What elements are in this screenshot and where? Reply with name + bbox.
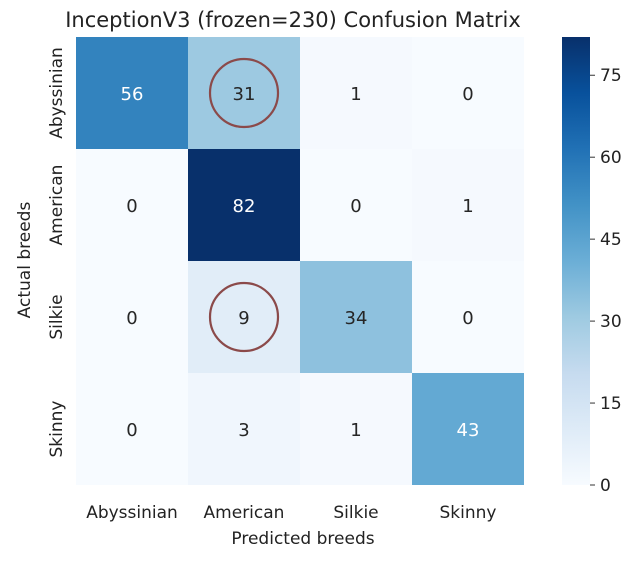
heatmap-cell [188,37,300,149]
cell-value-label: 56 [121,84,144,105]
colorbar-tick-label: 75 [600,66,622,86]
heatmap-cells [76,37,524,485]
heatmap-cell [412,261,524,373]
cell-value-label: 1 [350,420,361,441]
heatmap-cell [188,373,300,485]
cell-value-label: 82 [233,196,256,217]
highlight-circle [208,281,280,353]
x-tick-label: Abyssinian [86,503,178,523]
cell-value-label: 0 [126,196,137,217]
cell-value-label: 0 [126,308,137,329]
heatmap-cell [412,373,524,485]
heatmap-cell [76,149,188,261]
x-tick-label: Silkie [333,503,378,523]
heatmap-cell [188,149,300,261]
cell-value-label: 34 [345,308,368,329]
colorbar-tick-label: 30 [600,312,622,332]
x-tick-label: American [204,503,285,523]
heatmap-cell [412,149,524,261]
heatmap-cell [300,261,412,373]
y-tick-label: Skinny [47,401,67,458]
heatmap-cell [76,37,188,149]
x-axis-label: Predicted breeds [231,529,374,549]
colorbar-tick-label: 60 [600,148,622,168]
cell-value-label: 0 [462,84,473,105]
cell-value-label: 43 [457,420,480,441]
cell-value-label: 3 [238,420,249,441]
y-tick-label: American [47,165,67,246]
y-tick-labels: Abyssinian American Silkie Skinny [47,47,67,457]
cell-value-label: 1 [350,84,361,105]
x-tick-labels: Abyssinian American Silkie Skinny [86,503,496,523]
heatmap-cell [76,261,188,373]
cell-value-label: 0 [350,196,361,217]
colorbar-tick-label: 15 [600,394,622,414]
cell-value-label: 31 [233,84,256,105]
heatmap-cell [300,149,412,261]
colorbar-tick-labels: 0 15 30 45 60 75 [590,66,622,496]
heatmap-cell-labels: 56 31 1 00 82 0 10 9 34 00 3 1 43 [121,84,480,441]
colorbar-tick-label: 0 [600,476,611,496]
highlight-circle [208,57,280,129]
cell-value-label: 0 [126,420,137,441]
heatmap-cell [76,373,188,485]
chart-title: InceptionV3 (frozen=230) Confusion Matri… [65,8,521,32]
y-tick-label: Abyssinian [47,47,67,139]
y-tick-label: Silkie [47,294,67,339]
y-axis-label: Actual breeds [15,202,35,319]
heatmap-cell [412,37,524,149]
cell-value-label: 0 [462,308,473,329]
heatmap-cell [300,37,412,149]
cell-value-label: 1 [462,196,473,217]
heatmap-cell [300,373,412,485]
heatmap-cell [188,261,300,373]
x-tick-label: Skinny [440,503,497,523]
colorbar-tick-label: 45 [600,230,622,250]
colorbar [562,37,590,485]
highlight-circles [208,57,280,353]
cell-value-label: 9 [238,308,249,329]
